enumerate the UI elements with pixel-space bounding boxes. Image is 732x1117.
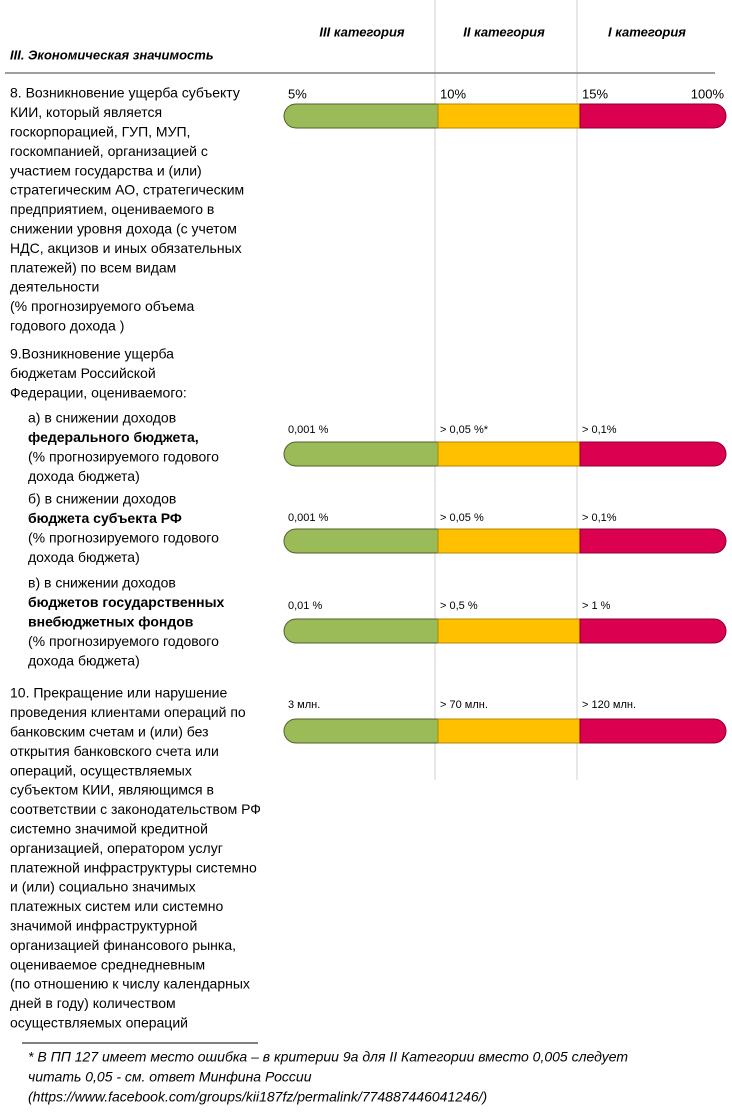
bar-red	[579, 441, 727, 467]
scale-label: 100%	[691, 86, 725, 101]
criterion-text: дней в году) количеством	[10, 995, 176, 1011]
criterion-text: открытия банковского счета или	[10, 743, 219, 759]
footnote: (https://www.facebook.com/groups/kii187f…	[28, 1089, 487, 1105]
criterion-text: годового дохода )	[10, 318, 124, 334]
criterion-text: 9.Возникновение ущерба	[10, 346, 174, 362]
criterion-text: госкомпанией, организацией с	[10, 143, 208, 159]
bar-red	[579, 618, 727, 644]
criterion-text: снижении уровня дохода (с учетом	[10, 221, 237, 237]
scale-label: > 0,1%	[582, 424, 617, 436]
scale-label: > 70 млн.	[440, 699, 488, 711]
scale-label: > 1 %	[582, 600, 611, 612]
criterion-text: стратегическим АО, стратегическим	[10, 182, 244, 198]
bar-green	[283, 618, 439, 644]
criterion-text: и (или) социально значимых	[10, 879, 196, 895]
column-header: II категория	[463, 24, 545, 39]
criterion-text: платежной инфраструктуры системно	[10, 859, 257, 875]
footnote: * В ПП 127 имеет место ошибка – в критер…	[28, 1049, 628, 1065]
bar-yellow	[437, 618, 581, 644]
criterion-text: осуществляемых операций	[10, 1015, 188, 1031]
bar-red	[579, 528, 727, 554]
criterion-text-bold: внебюджетных фондов	[28, 614, 194, 630]
criterion-text: (по отношению к числу календарных	[10, 976, 250, 992]
criterion-text: операций, осуществляемых	[10, 762, 192, 778]
criterion-text: предприятием, оцениваемого в	[10, 201, 214, 217]
criterion-text: а) в снижении доходов	[28, 410, 176, 426]
criterion-text: (% прогнозируемого годового	[28, 530, 219, 546]
scale-label: 10%	[440, 86, 466, 101]
criterion-text-bold: бюджета субъекта РФ	[28, 510, 182, 526]
bar-yellow	[437, 441, 581, 467]
criterion-text: (% прогнозируемого годового	[28, 449, 219, 465]
criterion-text-bold: федерального бюджета,	[28, 429, 199, 445]
criterion-text: бюджетам Российской	[10, 365, 156, 381]
scale-label: > 0,05 %*	[440, 424, 489, 436]
bar-green	[283, 441, 439, 467]
footnote: читать 0,05 - см. ответ Минфина России	[28, 1069, 312, 1085]
bar-yellow	[437, 103, 581, 129]
bar-yellow	[437, 528, 581, 554]
scale-label: > 0,1%	[582, 512, 617, 524]
criterion-text: б) в снижении доходов	[28, 491, 176, 507]
criterion-text: дохода бюджета)	[28, 468, 140, 484]
scale-label: 5%	[288, 86, 307, 101]
criterion-text: платежных систем или системно	[10, 898, 223, 914]
criterion-text: участием государства и (или)	[10, 162, 202, 178]
criterion-text: госкорпорацией, ГУП, МУП,	[10, 124, 190, 140]
criterion-text: субъектом КИИ, являющимся в	[10, 782, 214, 798]
criterion-text: (% прогнозируемого объема	[10, 298, 195, 314]
criterion-text: проведения клиентами операций по	[10, 704, 246, 720]
criterion-text: организацией, оператором услуг	[10, 840, 223, 856]
criterion-text: НДС, акцизов и иных обязательных	[10, 240, 242, 256]
criterion-text: организацией финансового рынка,	[10, 937, 236, 953]
scale-label: > 0,5 %	[440, 600, 478, 612]
criterion-text: 8. Возникновение ущерба субъекту	[10, 85, 240, 101]
column-header: III категория	[319, 24, 404, 39]
bar-yellow	[437, 718, 581, 744]
criterion-text: 10. Прекращение или нарушение	[10, 685, 227, 701]
scale-label: 0,001 %	[288, 424, 329, 436]
bar-green	[283, 103, 439, 129]
criterion-text: Федерации, оцениваемого:	[10, 385, 187, 401]
criterion-text: банковским счетам и (или) без	[10, 724, 209, 740]
criterion-text: (% прогнозируемого годового	[28, 633, 219, 649]
criterion-text: системно значимой кредитной	[10, 821, 208, 837]
criterion-text: значимой инфраструктурной	[10, 918, 197, 934]
criterion-text: соответствии с законодательством РФ	[10, 801, 261, 817]
criterion-text: оцениваемое среднедневным	[10, 956, 205, 972]
criterion-text: дохода бюджета)	[28, 549, 140, 565]
scale-label: > 120 млн.	[582, 699, 636, 711]
section-title: III. Экономическая значимость	[10, 47, 214, 62]
bar-red	[579, 718, 727, 744]
scale-label: 0,01 %	[288, 600, 322, 612]
scale-label: 3 млн.	[288, 699, 320, 711]
scale-label: 0,001 %	[288, 512, 329, 524]
criterion-text: деятельности	[10, 279, 99, 295]
bar-green	[283, 528, 439, 554]
criterion-text: платежей) по всем видам	[10, 259, 176, 275]
scale-label: 15%	[582, 86, 608, 101]
bar-red	[579, 103, 727, 129]
criterion-text: в) в снижении доходов	[28, 575, 176, 591]
column-header: I категория	[608, 24, 686, 39]
criterion-text: КИИ, который является	[10, 104, 162, 120]
criterion-text-bold: бюджетов государственных	[28, 594, 225, 610]
scale-label: > 0,05 %	[440, 512, 484, 524]
bar-green	[283, 718, 439, 744]
criterion-text: дохода бюджета)	[28, 652, 140, 668]
